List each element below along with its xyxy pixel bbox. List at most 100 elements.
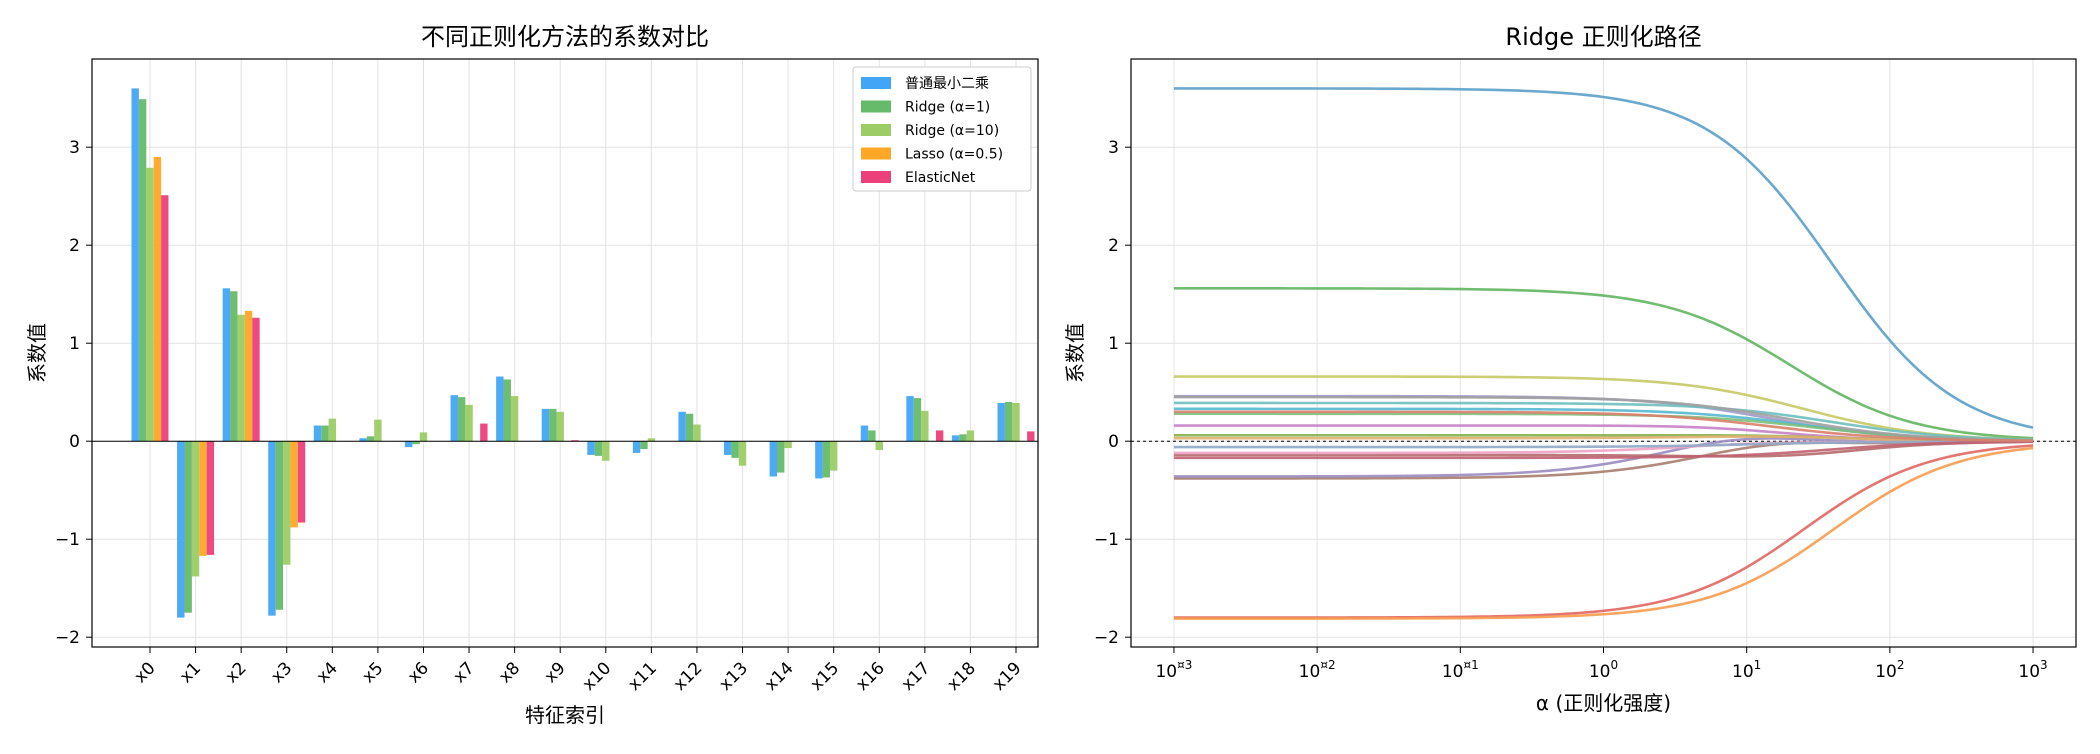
bar-s0-x6 [404,441,413,448]
x-tick-label-x1: x1 [176,658,205,687]
bar-s2-x4 [328,418,337,442]
bar-s1-x5 [366,436,375,442]
bar-s2-x7 [465,404,473,442]
bar-s4-x19 [1027,431,1035,442]
y-tick-label-4: 2 [69,236,80,256]
legend-label-0: 普通最小二乘 [905,76,989,92]
bar-s0-x2 [222,288,231,442]
legend-swatch-0 [861,77,891,89]
ridge-path-line-16 [1173,440,2034,460]
x-tick-label-3: 100 [1589,658,1618,682]
bar-s1-x15 [822,441,830,478]
legend-box [852,66,1032,192]
bar-s1-x18 [959,434,967,442]
y-tick-label-1: −1 [55,530,80,550]
bar-s1-x12 [685,413,694,442]
y-tick-label-0: −2 [1094,628,1119,648]
ridge-path-line-14 [1173,435,2034,443]
bar-s0-x14 [769,441,778,477]
legend-label-1: Ridge (α=1) [905,100,990,116]
bar-s0-x3 [268,441,276,616]
x-axis-label: 特征索引 [525,703,605,727]
y-tick-label-3: 1 [69,334,80,354]
bar-s1-x1 [184,441,192,613]
x-tick-label-5: 102 [1875,658,1904,682]
bar-s1-x16 [868,430,876,442]
bar-s2-x14 [784,441,792,449]
x-tick-label-x8: x8 [495,658,524,687]
x-tick-label-4: 101 [1732,658,1761,682]
bar-s3-x3 [290,441,298,528]
x-tick-label-x0: x0 [131,658,160,687]
ridge-path-line-4 [1173,375,2034,441]
bar-s0-x5 [359,438,367,442]
ridge-path-line-0 [1173,87,2034,429]
x-tick-label-x6: x6 [404,658,433,687]
bar-s0-x8 [496,376,504,442]
ridge-path-line-6 [1173,401,2034,442]
ridge-path-line-11 [1173,440,2034,458]
bar-s0-x12 [678,411,686,442]
bar-s1-x8 [503,379,511,442]
bar-s0-x17 [906,396,914,442]
bar-s4-x2 [252,317,260,442]
legend-label-3: Lasso (α=0.5) [905,147,1003,163]
bar-s1-x19 [1004,402,1013,442]
bar-s2-x16 [875,441,883,451]
x-tick-label-x10: x10 [579,658,616,695]
bar-s3-x0 [153,157,162,442]
bar-s2-x12 [693,424,701,442]
bar-s2-x2 [237,314,245,442]
bar-s0-x7 [450,395,458,442]
ridge-path-line-15 [1173,440,2034,449]
bar-s2-x19 [1012,402,1020,442]
bar-s2-x1 [191,441,200,577]
chart-title: 不同正则化方法的系数对比 [421,23,709,51]
legend-label-2: Ridge (α=10) [905,123,999,139]
bar-s0-x10 [587,441,595,455]
bar-s0-x16 [860,425,869,442]
bar-s2-x3 [283,441,291,565]
x-tick-label-x3: x3 [267,658,296,687]
bar-s4-x7 [480,423,488,442]
y-tick-label-4: 2 [1108,236,1119,256]
bar-s2-x8 [510,396,519,442]
ridge-path-line-2 [1173,446,2034,620]
x-tick-label-x5: x5 [359,658,388,687]
bar-s2-x18 [966,430,975,442]
x-tick-label-x13: x13 [716,658,753,695]
bar-s2-x5 [374,419,382,442]
x-axis-label: α (正则化强度) [1536,691,1671,715]
bar-s2-x0 [146,167,154,442]
x-tick-label-x12: x12 [670,658,707,695]
bar-s2-x11 [647,438,656,442]
bar-s0-x13 [724,441,732,455]
y-tick-label-3: 1 [1108,334,1119,354]
bar-s0-x9 [541,408,550,442]
legend-swatch-3 [861,147,891,160]
bar-s1-x3 [275,441,284,610]
bar-s4-x17 [935,430,944,442]
ridge-path-line-3 [1173,287,2034,440]
legend-swatch-1 [861,100,891,113]
x-tick-label-x9: x9 [541,658,570,687]
bar-s2-x6 [419,432,428,442]
bar-s1-x7 [457,397,466,442]
y-tick-label-5: 3 [69,138,80,158]
y-tick-label-2: 0 [69,432,80,452]
plot-frame [91,58,1039,648]
x-tick-label-x14: x14 [761,658,798,695]
legend-label-4: ElasticNet [905,170,976,186]
bar-s3-x2 [244,310,253,442]
y-tick-label-0: −2 [55,628,80,648]
x-tick-label-x18: x18 [943,658,980,695]
bar-s2-x10 [602,441,610,461]
chart-title: Ridge 正则化路径 [1505,23,1701,51]
x-tick-label-x16: x16 [852,658,889,695]
bar-s2-x13 [738,441,747,466]
ridge-path-line-18 [1173,395,2034,442]
bar-s1-x4 [321,425,329,442]
x-tick-label-6: 103 [2018,658,2047,682]
